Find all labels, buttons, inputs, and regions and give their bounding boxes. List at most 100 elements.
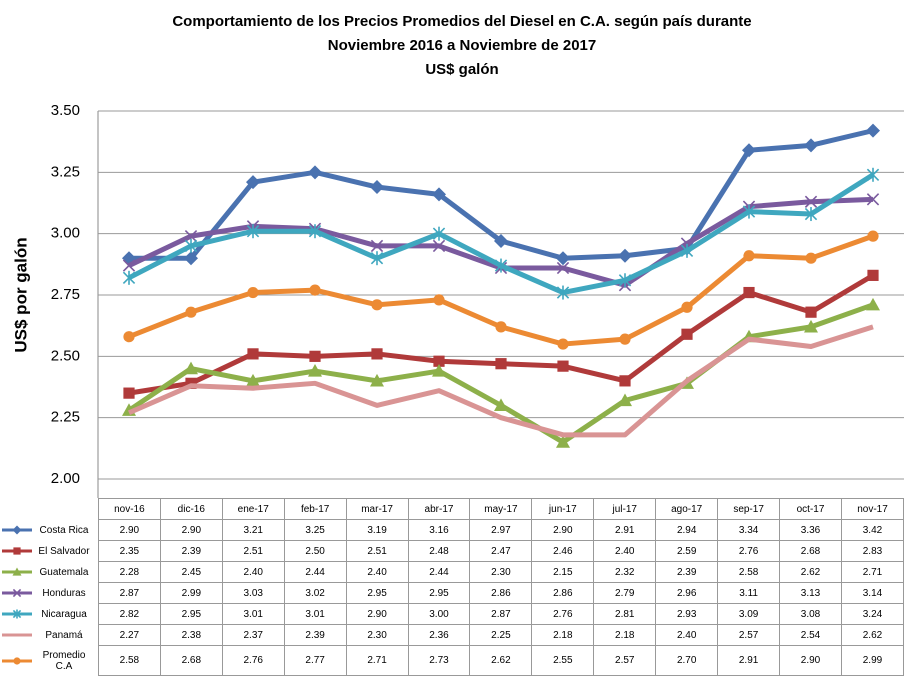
- table-value: 2.71: [840, 561, 904, 583]
- table-value: 2.40: [221, 561, 285, 583]
- legend-swatch: [2, 588, 32, 598]
- table-value: 3.01: [221, 603, 285, 625]
- table-value: 2.87: [97, 582, 161, 604]
- legend-swatch: [2, 656, 32, 665]
- table-value: 2.91: [717, 645, 781, 676]
- marker: [184, 251, 198, 266]
- table-value: 2.83: [840, 540, 904, 562]
- marker: [308, 224, 322, 239]
- marker: [494, 258, 508, 273]
- marker: [494, 398, 508, 411]
- table-value: 2.15: [531, 561, 595, 583]
- table-value: 2.99: [159, 582, 223, 604]
- marker: [866, 297, 880, 311]
- marker: [12, 588, 22, 598]
- marker: [432, 364, 446, 377]
- table-value: 2.40: [345, 561, 409, 583]
- marker-stroke: [122, 259, 136, 272]
- marker: [805, 252, 817, 264]
- marker: [618, 248, 632, 263]
- table-value: 2.93: [655, 603, 719, 625]
- table-value: 2.73: [407, 645, 471, 676]
- legend-swatch: [2, 547, 32, 555]
- chart-title: Noviembre 2016 a Noviembre de 2017: [328, 37, 596, 54]
- table-value: 2.90: [159, 519, 223, 541]
- table-value: 2.94: [655, 519, 719, 541]
- table-value: 3.42: [840, 519, 904, 541]
- marker-stroke: [432, 239, 446, 253]
- marker: [308, 165, 322, 180]
- table-value: 2.87: [469, 603, 533, 625]
- marker: [556, 251, 570, 266]
- marker: [556, 261, 570, 275]
- marker: [370, 373, 384, 387]
- table-value: 2.50: [283, 540, 347, 562]
- table-value: 2.82: [97, 603, 161, 625]
- marker: [432, 226, 446, 241]
- marker: [246, 373, 260, 387]
- table-value: 2.30: [345, 624, 409, 646]
- table-value: 3.09: [717, 603, 781, 625]
- legend-swatch: [2, 567, 32, 576]
- marker: [495, 321, 507, 333]
- legend-label: El Salvador: [38, 545, 90, 557]
- table-value: 2.30: [469, 561, 533, 583]
- table-value: 2.68: [779, 540, 842, 562]
- table-value: 2.44: [283, 561, 347, 583]
- legend-label: Nicaragua: [41, 608, 87, 620]
- table-value: 3.34: [717, 519, 781, 541]
- marker: [804, 138, 818, 153]
- table-value: 3.08: [779, 603, 842, 625]
- table-value: 2.95: [159, 603, 223, 625]
- x-tick-label: feb-17: [283, 498, 347, 520]
- marker: [804, 195, 818, 208]
- marker: [370, 239, 384, 253]
- marker-stroke: [370, 239, 384, 253]
- x-tick-label: jul-17: [593, 498, 657, 520]
- marker: [867, 230, 879, 242]
- marker-stroke: [804, 195, 818, 208]
- table-value: 3.00: [407, 603, 471, 625]
- legend-entry: Guatemala: [0, 562, 98, 583]
- table-value: 2.40: [655, 624, 719, 646]
- legend-entry: Honduras: [0, 583, 98, 604]
- y-tick-label: 3.00: [51, 225, 80, 242]
- marker: [619, 375, 631, 387]
- table-value: 2.57: [717, 624, 781, 646]
- marker: [12, 567, 22, 576]
- table-value: 2.58: [717, 561, 781, 583]
- marker: [309, 350, 321, 362]
- marker: [247, 286, 259, 299]
- marker: [494, 234, 508, 249]
- table-value: 3.21: [221, 519, 285, 541]
- table-value: 3.25: [283, 519, 347, 541]
- table-value: 2.71: [345, 645, 409, 676]
- x-tick-label: ago-17: [655, 498, 719, 520]
- marker: [495, 358, 507, 370]
- marker: [122, 259, 136, 272]
- x-tick-label: mar-17: [345, 498, 409, 520]
- x-tick-label: oct-17: [779, 498, 842, 520]
- y-tick-label: 3.25: [51, 163, 80, 180]
- marker: [309, 284, 321, 296]
- marker: [866, 193, 880, 206]
- legend-entry: Promedio C.A: [0, 646, 98, 676]
- table-value: 2.96: [655, 582, 719, 604]
- marker: [123, 331, 135, 343]
- legend-entry: Nicaragua: [0, 604, 98, 625]
- legend-entry: Costa Rica: [0, 520, 98, 541]
- table-value: 2.95: [345, 582, 409, 604]
- marker: [370, 251, 384, 266]
- table-value: 2.39: [655, 561, 719, 583]
- marker: [13, 547, 21, 555]
- table-value: 2.39: [283, 624, 347, 646]
- table-value: 2.70: [655, 645, 719, 676]
- x-tick-label: dic-16: [159, 498, 223, 520]
- table-value: 2.36: [407, 624, 471, 646]
- marker-stroke: [556, 261, 570, 275]
- table-value: 3.11: [717, 582, 781, 604]
- table-value: 3.14: [840, 582, 904, 604]
- y-tick-label: 3.50: [51, 102, 80, 119]
- legend-entry: Panamá: [0, 625, 98, 646]
- marker: [184, 361, 198, 375]
